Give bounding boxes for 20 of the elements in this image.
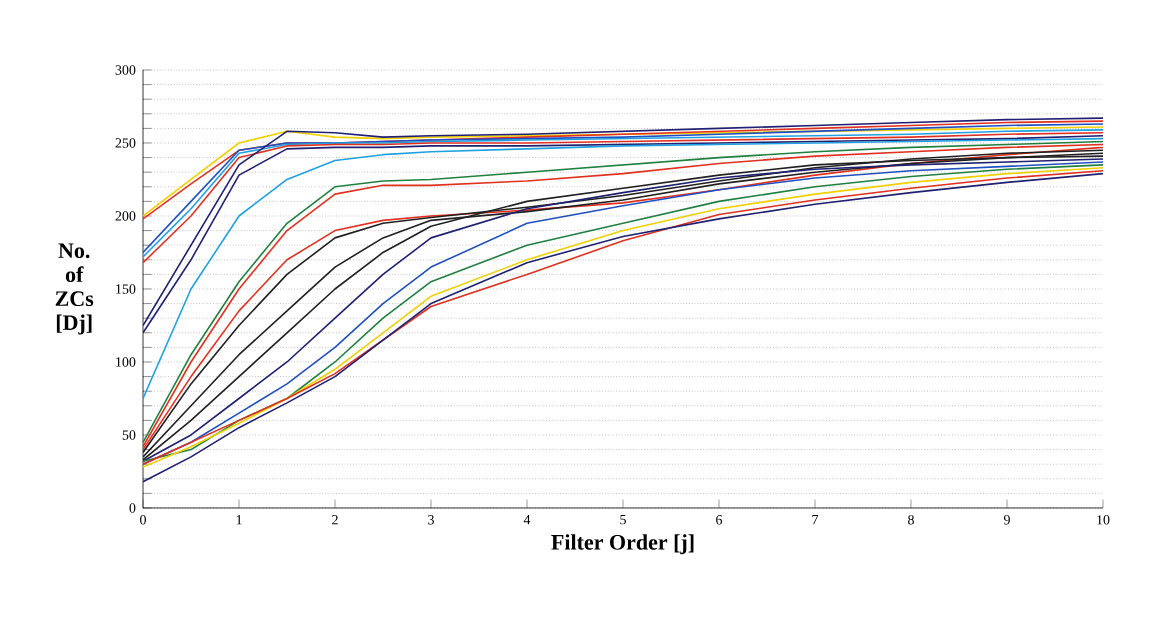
x-tick-label: 5 <box>620 515 626 525</box>
y-tick-label: 200 <box>115 211 136 221</box>
y-tick-label: 300 <box>115 65 136 75</box>
y-tick-label: 0 <box>129 503 136 513</box>
y-tick-label: 250 <box>115 138 136 148</box>
y-axis-title: No. of ZCs [Dj] <box>55 243 94 335</box>
x-tick-label: 4 <box>523 515 531 525</box>
x-axis-title: Filter Order [j] <box>551 534 694 555</box>
x-tick-label: 10 <box>1097 515 1110 525</box>
x-tick-label: 9 <box>1003 515 1010 525</box>
y-tick-label: 50 <box>122 430 136 440</box>
x-tick-label: 7 <box>812 515 819 525</box>
x-tick-label: 0 <box>140 515 146 525</box>
x-tick-label: 3 <box>428 515 434 525</box>
y-tick-label: 100 <box>116 357 136 367</box>
x-tick-label: 6 <box>716 515 723 525</box>
y-tick-label: 150 <box>116 284 136 294</box>
x-tick-label: 8 <box>908 515 914 525</box>
x-tick-label: 2 <box>332 515 338 525</box>
x-tick-label: 1 <box>236 515 242 525</box>
